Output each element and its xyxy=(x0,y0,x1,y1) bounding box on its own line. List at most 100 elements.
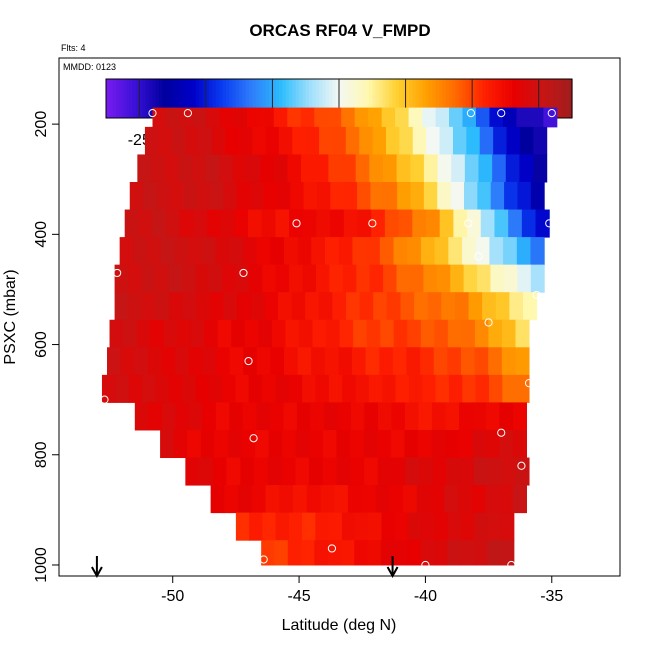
colorbar-segment xyxy=(106,79,110,118)
heatmap-cell xyxy=(195,264,210,293)
observation-point xyxy=(532,290,541,300)
heatmap-cell xyxy=(515,319,530,348)
heatmap-cell xyxy=(289,209,304,238)
heatmap-cell xyxy=(252,126,266,155)
colorbar-segment xyxy=(155,79,160,118)
heatmap-cell xyxy=(251,485,267,514)
heatmap-cell xyxy=(255,429,270,459)
heatmap-cell xyxy=(136,319,151,348)
heatmap-cell xyxy=(502,374,517,403)
colorbar-segment xyxy=(522,79,526,118)
heatmap-cell xyxy=(169,292,184,321)
heatmap-cell xyxy=(462,237,477,266)
heatmap-cell xyxy=(161,347,176,376)
colorbar-segment xyxy=(122,79,127,118)
x-tick-label: -35 xyxy=(540,588,563,605)
heatmap-cell xyxy=(364,402,379,431)
heatmap-cell xyxy=(368,512,382,541)
heatmap-cell xyxy=(425,209,441,238)
colorbar-segment xyxy=(378,79,383,118)
heatmap-cell xyxy=(179,107,194,128)
heatmap-cell xyxy=(256,237,271,266)
heatmap-cell xyxy=(488,319,503,348)
heatmap-cell xyxy=(226,457,241,486)
heatmap-cell xyxy=(278,126,293,155)
heatmap-cell xyxy=(407,319,422,348)
heatmap-cell xyxy=(114,292,129,321)
heatmap-cell xyxy=(264,292,279,321)
heatmap-cell xyxy=(212,457,228,486)
heatmap-cell xyxy=(316,209,331,238)
heatmap-cell xyxy=(288,512,303,541)
heatmap-cell xyxy=(345,126,360,155)
heatmap-cell xyxy=(168,374,183,403)
heatmap-cell xyxy=(468,292,483,321)
heatmap-cell xyxy=(263,181,278,211)
heatmap-cell xyxy=(196,292,211,321)
colorbar-segment xyxy=(165,79,170,118)
heatmap-cell xyxy=(355,374,370,403)
heatmap-cell xyxy=(250,292,265,321)
heatmap-cell xyxy=(326,319,341,348)
heatmap-cell xyxy=(248,374,263,403)
heatmap-cell xyxy=(338,347,353,376)
colorbar-segment xyxy=(538,79,543,118)
colorbar-segment xyxy=(175,79,180,118)
heatmap-cell xyxy=(447,512,462,541)
chart-title: ORCAS RF04 V_FMPD xyxy=(249,21,430,40)
heatmap-cell xyxy=(489,107,504,128)
heatmap-cell xyxy=(182,292,197,321)
heatmap-cell xyxy=(298,319,314,348)
heatmap-cell xyxy=(377,429,392,459)
colorbar-segment xyxy=(279,79,284,118)
heatmap-cell xyxy=(499,429,514,459)
colorbar-segment xyxy=(309,79,313,118)
observation-point xyxy=(484,318,493,327)
heatmap-cell xyxy=(301,154,316,183)
colorbar-segment xyxy=(445,79,450,118)
heatmap-cell xyxy=(283,347,299,376)
heatmap-cell xyxy=(283,237,299,266)
heatmap-cell xyxy=(436,264,451,293)
heatmap-cell xyxy=(262,512,277,541)
heatmap-cell xyxy=(396,154,411,183)
flight-arrows xyxy=(91,556,399,579)
heatmap-cell xyxy=(423,181,438,211)
heatmap-cell xyxy=(229,402,244,431)
heatmap-cell xyxy=(312,319,327,348)
heatmap-cell xyxy=(237,292,252,321)
observation-point xyxy=(100,395,109,404)
heatmap-cell xyxy=(356,264,371,293)
heatmap-cell xyxy=(457,485,473,514)
colorbar-segment xyxy=(408,79,413,118)
heatmap-cell xyxy=(407,540,422,566)
x-tick-label: -50 xyxy=(161,588,184,605)
colorbar-segment xyxy=(229,79,234,118)
colorbar-segment xyxy=(492,79,497,118)
heatmap-cell xyxy=(150,154,166,183)
heatmap-cell xyxy=(477,264,491,293)
colorbar-segment xyxy=(325,79,330,118)
heatmap-cell xyxy=(452,126,467,155)
colorbar-segment xyxy=(392,79,397,118)
heatmap-cell xyxy=(487,512,502,541)
heatmap-cell xyxy=(185,457,200,486)
observation-point xyxy=(507,560,516,570)
colorbar-segment xyxy=(259,79,264,118)
heatmap-cell xyxy=(449,107,463,128)
colorbar-segment xyxy=(358,79,363,118)
heatmap-cell xyxy=(302,264,317,293)
heatmap-cell xyxy=(379,237,395,266)
heatmap-cell xyxy=(265,126,280,155)
heatmap-cell xyxy=(329,264,344,293)
heatmap-cell xyxy=(123,319,138,348)
colorbar-segment xyxy=(222,79,227,118)
colorbar-segment xyxy=(159,79,164,118)
heatmap-cell xyxy=(156,181,171,211)
heatmap-cell xyxy=(432,457,448,486)
heatmap-cell xyxy=(174,237,189,266)
heatmap-cell xyxy=(323,402,338,431)
heatmap-cell xyxy=(296,402,311,431)
colorbar-segment xyxy=(272,79,277,118)
heatmap-cell xyxy=(220,209,235,238)
